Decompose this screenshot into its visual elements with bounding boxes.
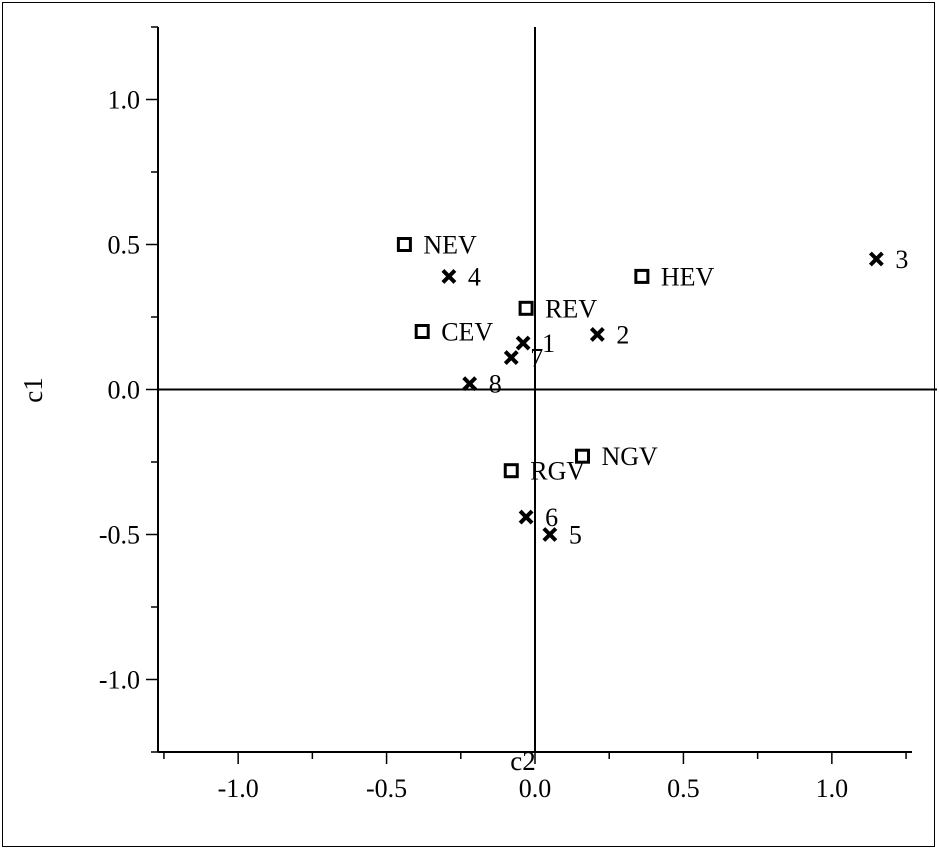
y-tick-label: -0.5 [99, 521, 140, 550]
square-marker [518, 300, 534, 316]
x-marker [503, 350, 519, 366]
point-label: 4 [468, 262, 481, 291]
x-tick-label: 0.0 [519, 774, 552, 803]
point-label: REV [545, 294, 597, 323]
y-tick-label: 0.0 [108, 376, 141, 405]
x-marker [515, 335, 531, 351]
point-label: 3 [895, 245, 908, 274]
point-label: 2 [616, 320, 629, 349]
square-marker [414, 324, 430, 339]
x-marker [542, 527, 558, 542]
point-label: 8 [489, 370, 502, 399]
square-marker [574, 448, 590, 464]
square-marker [396, 237, 412, 252]
y-tick-label: 1.0 [108, 86, 141, 115]
y-tick-label: 0.5 [108, 231, 141, 260]
x-tick-label: -1.0 [218, 774, 259, 803]
axes [157, 27, 937, 753]
square-marker [503, 463, 519, 479]
x-marker [518, 509, 534, 525]
point-label: 6 [545, 503, 558, 532]
point-label: CEV [441, 318, 493, 347]
y-tick-label: -1.0 [99, 666, 140, 695]
point-label: RGV [530, 457, 585, 486]
point-label: 5 [569, 521, 582, 550]
x-marker [441, 268, 457, 284]
x-marker [868, 251, 884, 267]
x-tick-label: -0.5 [366, 774, 407, 803]
x-marker [589, 326, 605, 342]
x-tick-label: 1.0 [816, 774, 849, 803]
square-marker [634, 268, 650, 284]
ticks: -1.0 -0.5 0.0 0.5 1.0 1.0 0.5 0.0 -0.5 -1.0 [99, 26, 907, 803]
point-label: HEV [661, 262, 715, 291]
point-label: 7 [530, 344, 543, 373]
x-axis-title: c2 [510, 746, 535, 776]
point-label: NEV [423, 231, 477, 260]
points: NEV HEV REV CEV NGV RGV 3 4 2 178 65 [396, 231, 908, 550]
x-marker [462, 376, 478, 392]
point-label: NGV [601, 442, 658, 471]
y-axis-title: c1 [18, 377, 48, 402]
x-tick-label: 0.5 [667, 774, 700, 803]
point-label: 1 [542, 329, 555, 358]
